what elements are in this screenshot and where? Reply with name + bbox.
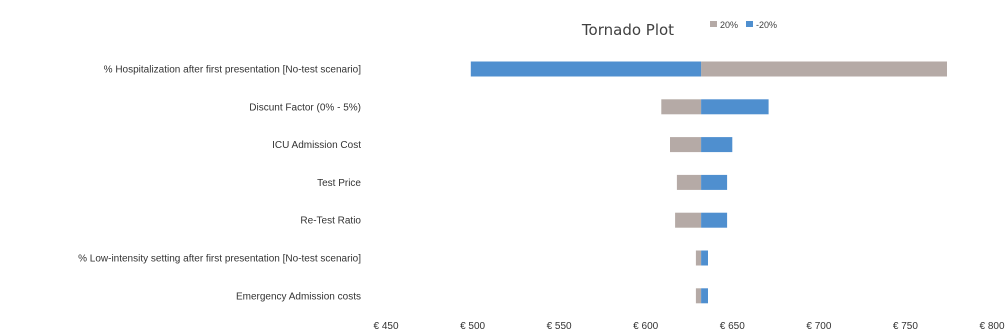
category-label: Emergency Admission costs (236, 291, 361, 302)
bar-minus-20 (701, 288, 708, 304)
bar-plus-20 (675, 212, 702, 228)
bar-minus-20 (701, 137, 733, 153)
bars-layer (470, 61, 947, 304)
legend-label-minus-20: -20% (756, 20, 777, 30)
bar-minus-20 (701, 174, 728, 190)
category-label: Test Price (317, 178, 361, 189)
bar-minus-20 (701, 212, 728, 228)
x-tick-label: € 800 (979, 321, 1004, 332)
category-label: ICU Admission Cost (272, 140, 361, 151)
category-labels: % Hospitalization after first presentati… (78, 65, 361, 303)
legend-swatch-20 (710, 21, 717, 27)
bar-minus-20 (701, 250, 708, 266)
x-tick-label: € 500 (460, 321, 485, 332)
legend-label-20: 20% (720, 20, 738, 30)
bar-plus-20 (670, 137, 702, 153)
bar-plus-20 (661, 99, 702, 115)
x-tick-label: € 650 (720, 321, 745, 332)
x-axis-tick-labels: € 450 € 500 € 550 € 600 € 650 € 700 € 750 € 800 (373, 321, 1004, 332)
category-label: Discunt Factor (0% - 5%) (249, 102, 361, 113)
x-tick-label: € 550 (547, 321, 572, 332)
x-tick-label: € 600 (633, 321, 658, 332)
bar-plus-20 (676, 174, 702, 190)
category-label: % Hospitalization after first presentati… (104, 65, 362, 76)
x-tick-label: € 750 (893, 321, 918, 332)
legend-swatch-minus-20 (746, 21, 753, 27)
category-label: % Low-intensity setting after first pres… (78, 254, 361, 265)
x-tick-label: € 450 (373, 321, 398, 332)
x-tick-label: € 700 (806, 321, 831, 332)
bar-plus-20 (701, 61, 947, 77)
bar-minus-20 (701, 99, 769, 115)
bar-minus-20 (470, 61, 702, 77)
chart-title: Tornado Plot (581, 21, 674, 39)
category-label: Re-Test Ratio (300, 216, 361, 227)
legend: 20% -20% (710, 20, 777, 30)
bar-plus-20 (695, 250, 702, 266)
bar-plus-20 (695, 288, 702, 304)
